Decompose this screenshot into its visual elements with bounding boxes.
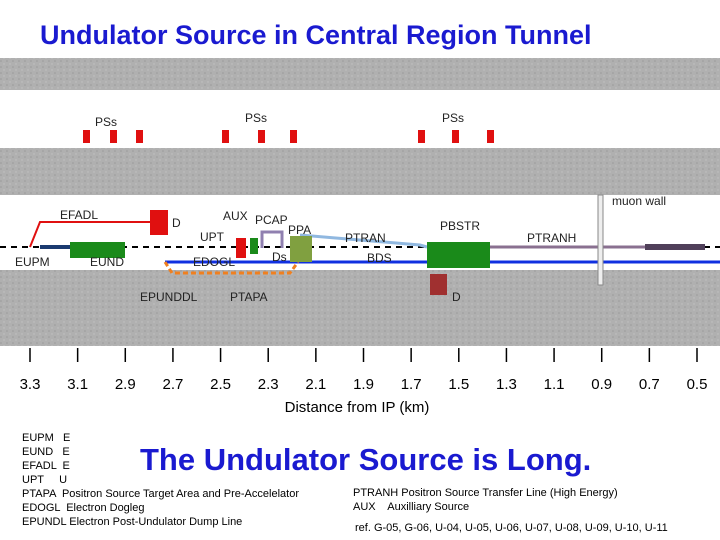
axis: 3.3 3.1 2.9 2.7 2.5 2.3 2.1 1.9 1.7 1.5 1.3 1.1 0.9 0… (20, 348, 708, 393)
surface-label: PSs (95, 115, 117, 129)
label: D (172, 216, 181, 230)
tick-label: 2.7 (162, 376, 183, 393)
tick-label: 0.9 (591, 376, 612, 393)
label: AUX (223, 209, 248, 223)
axis-title: Distance from IP (km) (285, 399, 430, 416)
tick-label: 3.1 (67, 376, 88, 393)
legend-entry: EFADL E (22, 460, 70, 472)
legend: EUPM E EUND E EFADL E UPT U PTAPA Positron S… (22, 432, 299, 528)
tick-label: 2.1 (305, 376, 326, 393)
label: PPA (288, 223, 311, 237)
title: Undulator Source in Central Region Tunne… (40, 20, 592, 50)
label: PTAPA (230, 290, 268, 304)
tick-label: 1.7 (401, 376, 422, 393)
legend-entry: EUPM E (22, 432, 70, 444)
tick-label: 2.9 (115, 376, 136, 393)
beamlines (0, 194, 720, 295)
surface-band (0, 90, 720, 148)
label: EPUNDDL (140, 290, 198, 304)
legend-entry: EPUNDL Electron Post-Undulator Dump Line (22, 516, 242, 528)
label: muon wall (612, 194, 666, 208)
headline: The Undulator Source is Long. (140, 442, 591, 477)
legend-entry: AUX Auxilliary Source (353, 501, 469, 513)
label: EFADL (60, 208, 98, 222)
tick-label: 0.7 (639, 376, 660, 393)
power-supplies (83, 130, 494, 143)
label: D (452, 290, 461, 304)
label: PTRAN (345, 231, 386, 245)
label: EUPM (15, 255, 50, 269)
tick-label: 3.3 (20, 376, 41, 393)
label: Ds (272, 250, 287, 264)
legend-entry: EDOGL Electron Dogleg (22, 502, 144, 514)
reference: ref. G-05, G-06, U-04, U-05, U-06, U-07,… (355, 522, 668, 534)
legend-entry: EUND E (22, 446, 70, 458)
label: EDOGL (193, 255, 235, 269)
label: PBSTR (440, 219, 480, 233)
label: PCAP (255, 213, 288, 227)
label: EUND (90, 255, 124, 269)
label: BDS (367, 251, 392, 265)
tick-label: 1.3 (496, 376, 517, 393)
tick-label: 2.3 (258, 376, 279, 393)
surface-label: PSs (245, 111, 267, 125)
tick-label: 1.9 (353, 376, 374, 393)
tick-label: 2.5 (210, 376, 231, 393)
legend-entry: PTAPA Positron Source Target Area and Pr… (22, 488, 299, 500)
tunnel-labels: EFADL D AUX PCAP PPA UPT PTRAN PBSTR PTR… (15, 194, 666, 304)
label: UPT (200, 230, 225, 244)
tick-label: 1.1 (544, 376, 565, 393)
legend-entry: PTRANH Positron Source Transfer Line (Hi… (353, 487, 618, 499)
tick-label: 0.5 (687, 376, 708, 393)
label: PTRANH (527, 231, 576, 245)
tick-label: 1.5 (448, 376, 469, 393)
surface-label: PSs (442, 111, 464, 125)
legend-entry: UPT U (22, 474, 67, 486)
